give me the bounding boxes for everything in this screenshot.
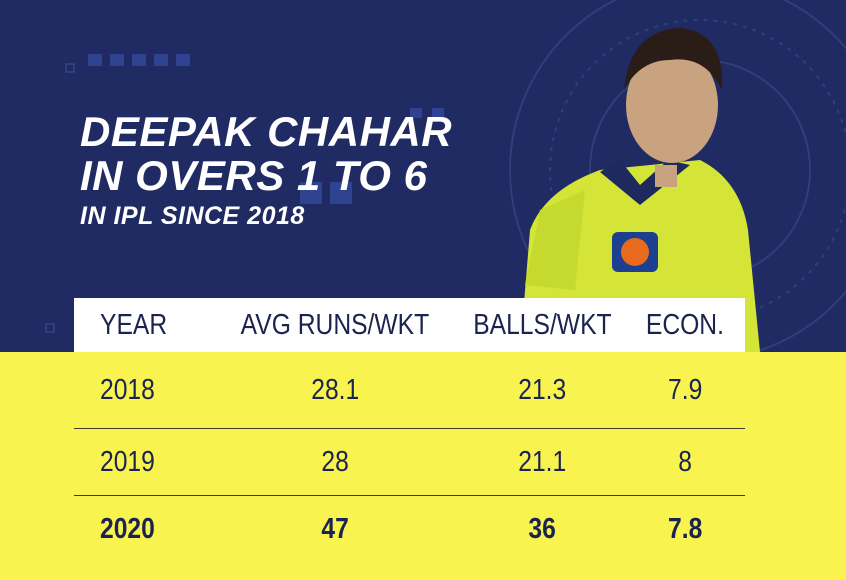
title-line: DEEPAK CHAHAR [80, 108, 453, 155]
table-cell: 7.8 [625, 495, 745, 562]
table-cell-text: 47 [321, 512, 349, 545]
column-header: AVG RUNS/WKT [210, 298, 460, 352]
table-cell: 2020 [74, 495, 210, 562]
table-row: 2019 28 21.1 8 [74, 428, 745, 496]
title-line: IN OVERS 1 TO 6 [80, 152, 428, 199]
column-header-text: AVG RUNS/WKT [240, 308, 430, 341]
table-cell-text: 2019 [100, 445, 155, 478]
table-row: 2020 47 36 7.8 [74, 495, 745, 562]
table-cell-text: 28.1 [310, 373, 359, 406]
table-cell: 28.1 [210, 352, 460, 429]
table-cell: 47 [210, 495, 460, 562]
header-row: YEAR AVG RUNS/WKT BALLS/WKT ECON. [74, 298, 745, 352]
stats-table: YEAR AVG RUNS/WKT BALLS/WKT ECON. 2018 28.1 2… [74, 298, 745, 562]
table-cell: 36 [460, 495, 625, 562]
table-cell-text: 2020 [100, 512, 155, 545]
table-cell-text: 28 [321, 445, 349, 478]
table-cell-text: 21.3 [518, 373, 567, 406]
table-cell: 28 [210, 428, 460, 496]
column-header: YEAR [74, 298, 210, 352]
table-cell: 8 [625, 428, 745, 496]
column-header: BALLS/WKT [460, 298, 625, 352]
column-header-text: ECON. [645, 308, 725, 341]
table-row: 2018 28.1 21.3 7.9 [74, 352, 745, 429]
table-cell-text: 7.8 [667, 512, 703, 545]
table-cell-text: 8 [678, 445, 692, 478]
table-cell-text: 21.1 [518, 445, 567, 478]
table-cell-text: 2018 [100, 373, 155, 406]
table-cell-text: 7.9 [667, 373, 703, 406]
column-header-text: BALLS/WKT [473, 308, 612, 341]
table-cell-text: 36 [528, 512, 557, 545]
table-cell: 21.1 [460, 428, 625, 496]
subtitle: IN IPL SINCE 2018 [80, 202, 305, 230]
table-cell: 2018 [74, 352, 210, 429]
column-header-text: YEAR [100, 308, 168, 341]
table-cell: 7.9 [625, 352, 745, 429]
table-cell: 21.3 [460, 352, 625, 429]
table-cell: 2019 [74, 428, 210, 496]
column-header: ECON. [625, 298, 745, 352]
